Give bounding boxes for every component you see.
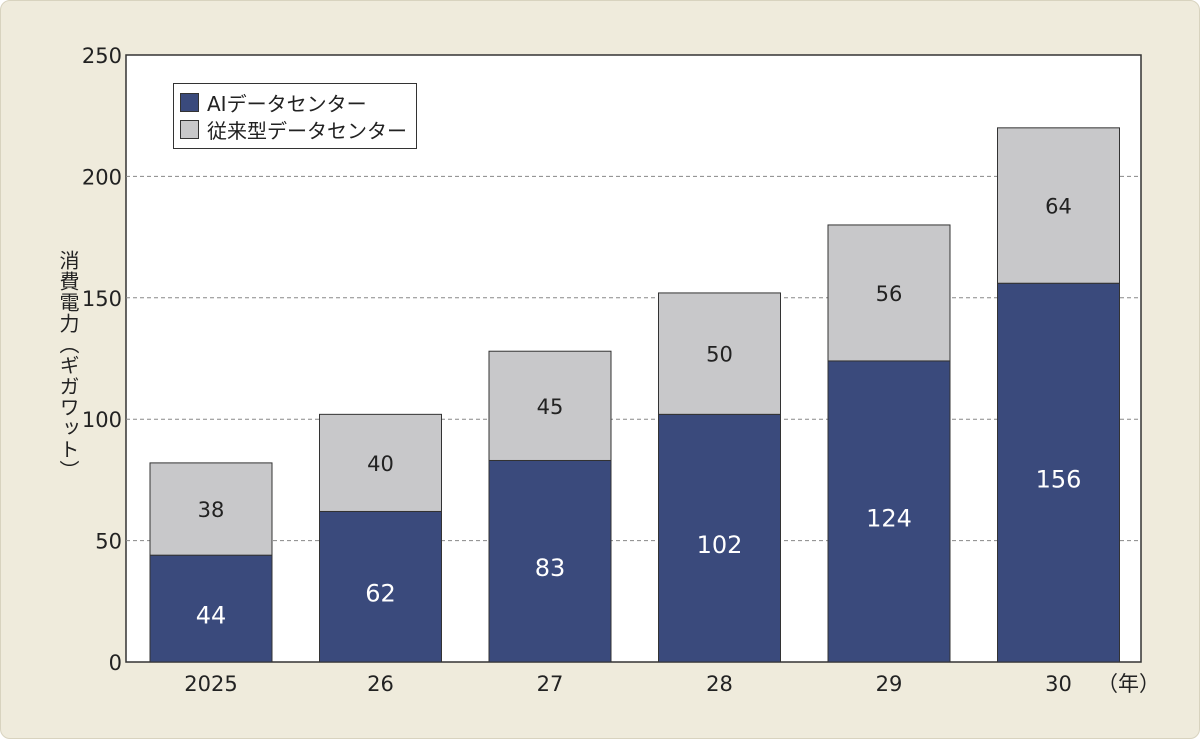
data-label: 102 <box>697 531 743 559</box>
bar-segment <box>658 413 781 663</box>
data-label: 44 <box>196 602 227 630</box>
y-tick-label: 250 <box>82 44 122 68</box>
x-tick-label: 30 <box>1045 672 1072 696</box>
data-label: 38 <box>198 498 225 522</box>
data-label: 124 <box>866 504 912 532</box>
data-label: 45 <box>537 395 564 419</box>
x-tick-label: 28 <box>706 672 733 696</box>
legend-item-conventional: 従来型データセンター <box>180 116 410 143</box>
legend: AIデータセンター 従来型データセンター <box>173 83 417 149</box>
data-label: 40 <box>367 452 394 476</box>
legend-label-ai: AIデータセンター <box>207 92 367 116</box>
y-tick-label: 150 <box>82 287 122 311</box>
y-tick-label: 50 <box>95 530 122 554</box>
legend-item-ai: AIデータセンター <box>180 89 410 116</box>
y-tick-label: 0 <box>109 651 122 675</box>
bar-segment <box>997 282 1120 663</box>
legend-label-conventional: 従来型データセンター <box>207 119 407 143</box>
x-tick-label: 2025 <box>184 672 237 696</box>
bar-segment <box>827 224 951 362</box>
bar-segment <box>149 462 273 556</box>
plot-area <box>125 54 1142 663</box>
bar-segment <box>827 360 951 663</box>
data-label: 56 <box>876 282 903 306</box>
x-axis-unit: （年） <box>1097 672 1160 696</box>
x-tick-label: 26 <box>367 672 394 696</box>
legend-swatch-conventional <box>180 120 199 139</box>
x-tick-label: 29 <box>876 672 903 696</box>
bar-segment <box>488 459 612 663</box>
bar-segment <box>488 350 612 461</box>
data-label: 64 <box>1045 195 1072 219</box>
bar-segment <box>319 413 442 512</box>
bar-segment <box>658 292 781 415</box>
y-tick-label: 100 <box>82 408 122 432</box>
data-label: 62 <box>365 580 396 608</box>
data-label: 83 <box>535 554 566 582</box>
data-label: 156 <box>1036 466 1082 494</box>
bar-segment <box>319 510 442 663</box>
bar-segment <box>149 554 273 663</box>
data-label: 50 <box>706 343 733 367</box>
legend-swatch-ai <box>180 93 199 112</box>
y-axis-label: 消費電力（ギガワット） <box>56 250 80 481</box>
bar-segment <box>997 127 1120 284</box>
x-tick-label: 27 <box>537 672 564 696</box>
y-tick-label: 200 <box>82 165 122 189</box>
